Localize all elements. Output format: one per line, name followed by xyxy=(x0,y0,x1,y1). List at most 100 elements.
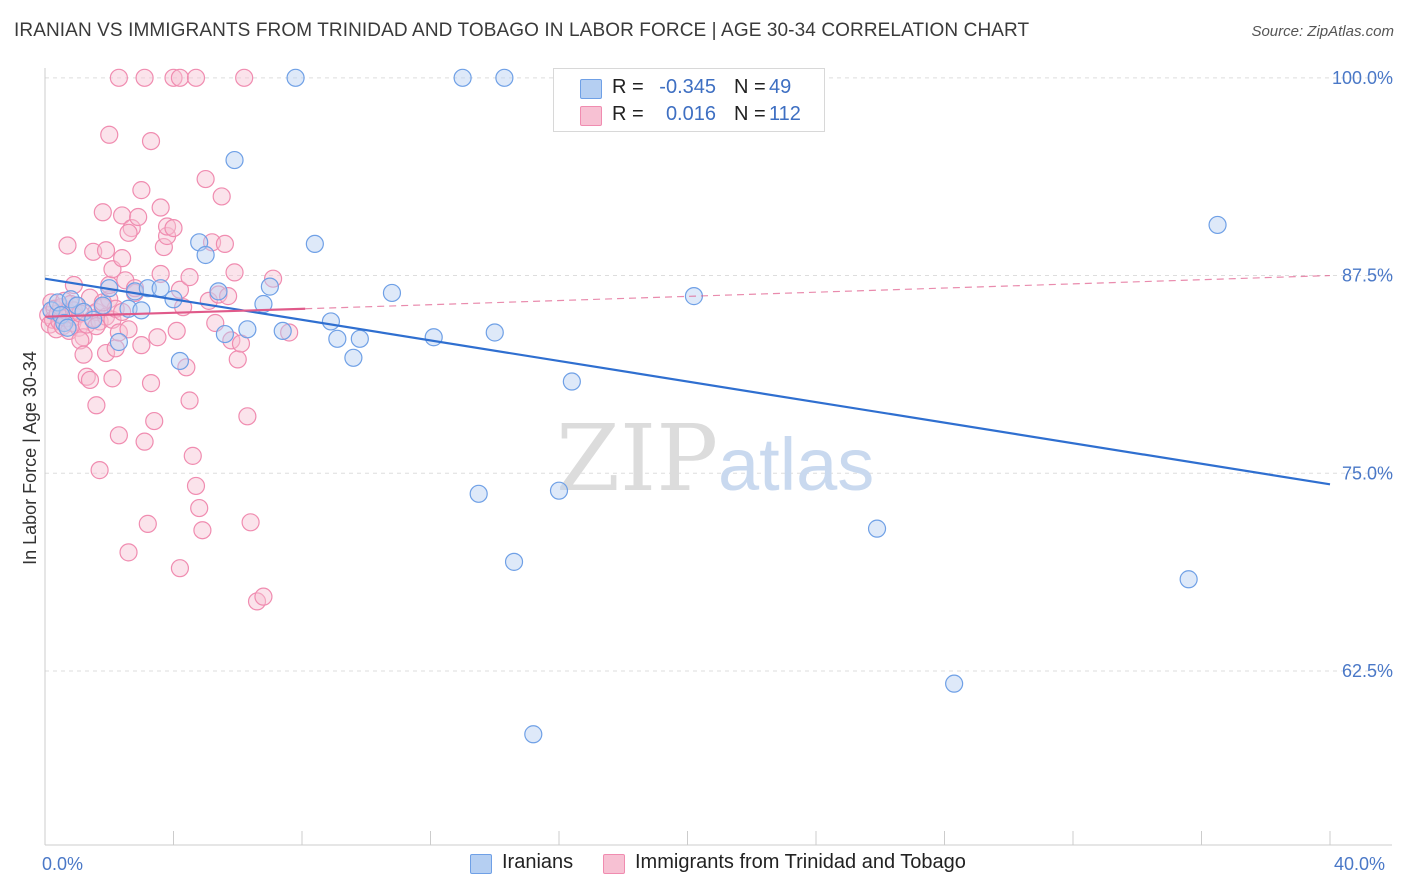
trinidad-point xyxy=(138,514,157,533)
y-tick-labels: 62.5% 75.0% 87.5% 100.0% xyxy=(1332,68,1393,681)
trinidad-point xyxy=(119,543,138,562)
trinidad-point xyxy=(129,207,148,227)
trinidad-point xyxy=(151,198,170,217)
trinidad-point xyxy=(135,68,154,87)
iranian-point xyxy=(170,351,190,371)
trinidad-point xyxy=(186,476,206,496)
trinidad-point xyxy=(109,426,128,445)
trinidad-point xyxy=(157,217,177,236)
iranian-point xyxy=(93,296,112,315)
iranian-point xyxy=(225,150,244,170)
series-trinidad-points xyxy=(39,68,299,611)
iranian-point xyxy=(286,68,305,87)
trinidad-point xyxy=(58,236,77,255)
iranian-point xyxy=(196,245,215,265)
iranian-point xyxy=(504,552,524,571)
iranian-point xyxy=(238,320,257,339)
trinidad-point xyxy=(225,263,244,282)
iranians-trend-line xyxy=(44,277,1331,486)
trinidad-point xyxy=(80,370,100,390)
iranian-point xyxy=(495,68,514,87)
trinidad-point xyxy=(90,461,109,480)
trinidad-point xyxy=(186,68,206,87)
trinidad-point xyxy=(103,369,122,388)
trinidad-point xyxy=(228,350,247,369)
trinidad-trend-line-extension xyxy=(305,274,1331,310)
source-label: Source: ZipAtlas.com xyxy=(1251,23,1394,40)
iranian-point xyxy=(562,372,581,391)
trinidad-point xyxy=(96,343,116,363)
trinidad-point xyxy=(93,203,112,222)
trinidad-point xyxy=(132,336,151,355)
legend-r-value: 0.016 xyxy=(665,103,716,125)
iranian-point xyxy=(58,318,77,337)
y-tick-label: 62.5% xyxy=(1342,661,1393,681)
iranian-point xyxy=(273,321,292,341)
iranian-point xyxy=(260,277,279,296)
trinidad-point xyxy=(141,374,161,393)
trinidad-point xyxy=(212,187,231,206)
iranian-point xyxy=(132,301,151,320)
legend-n-label: N = xyxy=(734,76,766,98)
trinidad-point xyxy=(96,241,116,260)
trinidad-point xyxy=(77,367,96,386)
trinidad-point xyxy=(219,287,238,306)
legend-swatch-iranians xyxy=(580,79,602,99)
trinidad-point xyxy=(119,320,138,339)
trinidad-point xyxy=(164,68,183,87)
iranian-point xyxy=(254,294,273,314)
legend-n-value: 112 xyxy=(769,103,801,125)
trinidad-point xyxy=(190,498,209,518)
iranian-point xyxy=(469,484,488,503)
legend-r-label: R = xyxy=(612,103,644,125)
trinidad-point xyxy=(109,323,128,342)
legend-n-value: 49 xyxy=(769,76,792,98)
bottom-legend-swatch-iranians xyxy=(470,854,492,874)
iranian-point xyxy=(945,674,964,693)
iranian-point xyxy=(350,329,369,348)
trinidad-point xyxy=(74,345,93,364)
trinidad-point xyxy=(135,432,154,451)
trinidad-point xyxy=(254,587,273,606)
trend-lines xyxy=(44,274,1331,486)
trinidad-point xyxy=(141,131,161,151)
iranian-point xyxy=(215,324,234,344)
iranian-point xyxy=(138,279,157,298)
trinidad-point xyxy=(154,237,173,257)
trinidad-point xyxy=(193,521,212,540)
bottom-legend-label-trinidad: Immigrants from Trinidad and Tobago xyxy=(635,851,966,873)
bottom-legend-label-iranians: Iranians xyxy=(502,851,574,873)
trinidad-point xyxy=(87,396,106,415)
trinidad-point xyxy=(170,559,190,578)
correlation-legend: R = -0.345 N = 49 R = 0.016 N = 112 xyxy=(553,68,825,132)
y-tick-label: 100.0% xyxy=(1332,68,1393,88)
axes xyxy=(44,68,1392,846)
trinidad-point xyxy=(280,323,299,342)
trinidad-trend-line xyxy=(44,307,306,318)
iranian-point xyxy=(485,323,504,342)
iranian-point xyxy=(209,282,228,301)
iranian-point xyxy=(1179,570,1198,589)
iranian-point xyxy=(344,348,363,367)
legend-swatch-trinidad xyxy=(580,106,602,126)
bottom-legend-swatch-trinidad xyxy=(603,854,625,874)
gridlines xyxy=(45,77,1392,672)
y-tick-label: 87.5% xyxy=(1342,266,1393,286)
trinidad-point xyxy=(151,264,170,284)
series-iranians-points xyxy=(42,68,1227,744)
trinidad-point xyxy=(180,391,199,410)
trinidad-point xyxy=(145,411,164,431)
iranian-point xyxy=(549,481,569,500)
iranian-point xyxy=(321,312,341,331)
iranian-point xyxy=(867,519,887,538)
trinidad-point xyxy=(112,249,132,268)
trinidad-point xyxy=(235,68,254,87)
trinidad-point xyxy=(241,513,260,532)
trinidad-point xyxy=(170,280,190,299)
legend-n-label: N = xyxy=(734,103,766,125)
trinidad-point xyxy=(215,234,234,254)
legend-r-label: R = xyxy=(612,76,644,98)
trinidad-point xyxy=(170,68,190,87)
x-tick-min: 0.0% xyxy=(42,854,83,874)
